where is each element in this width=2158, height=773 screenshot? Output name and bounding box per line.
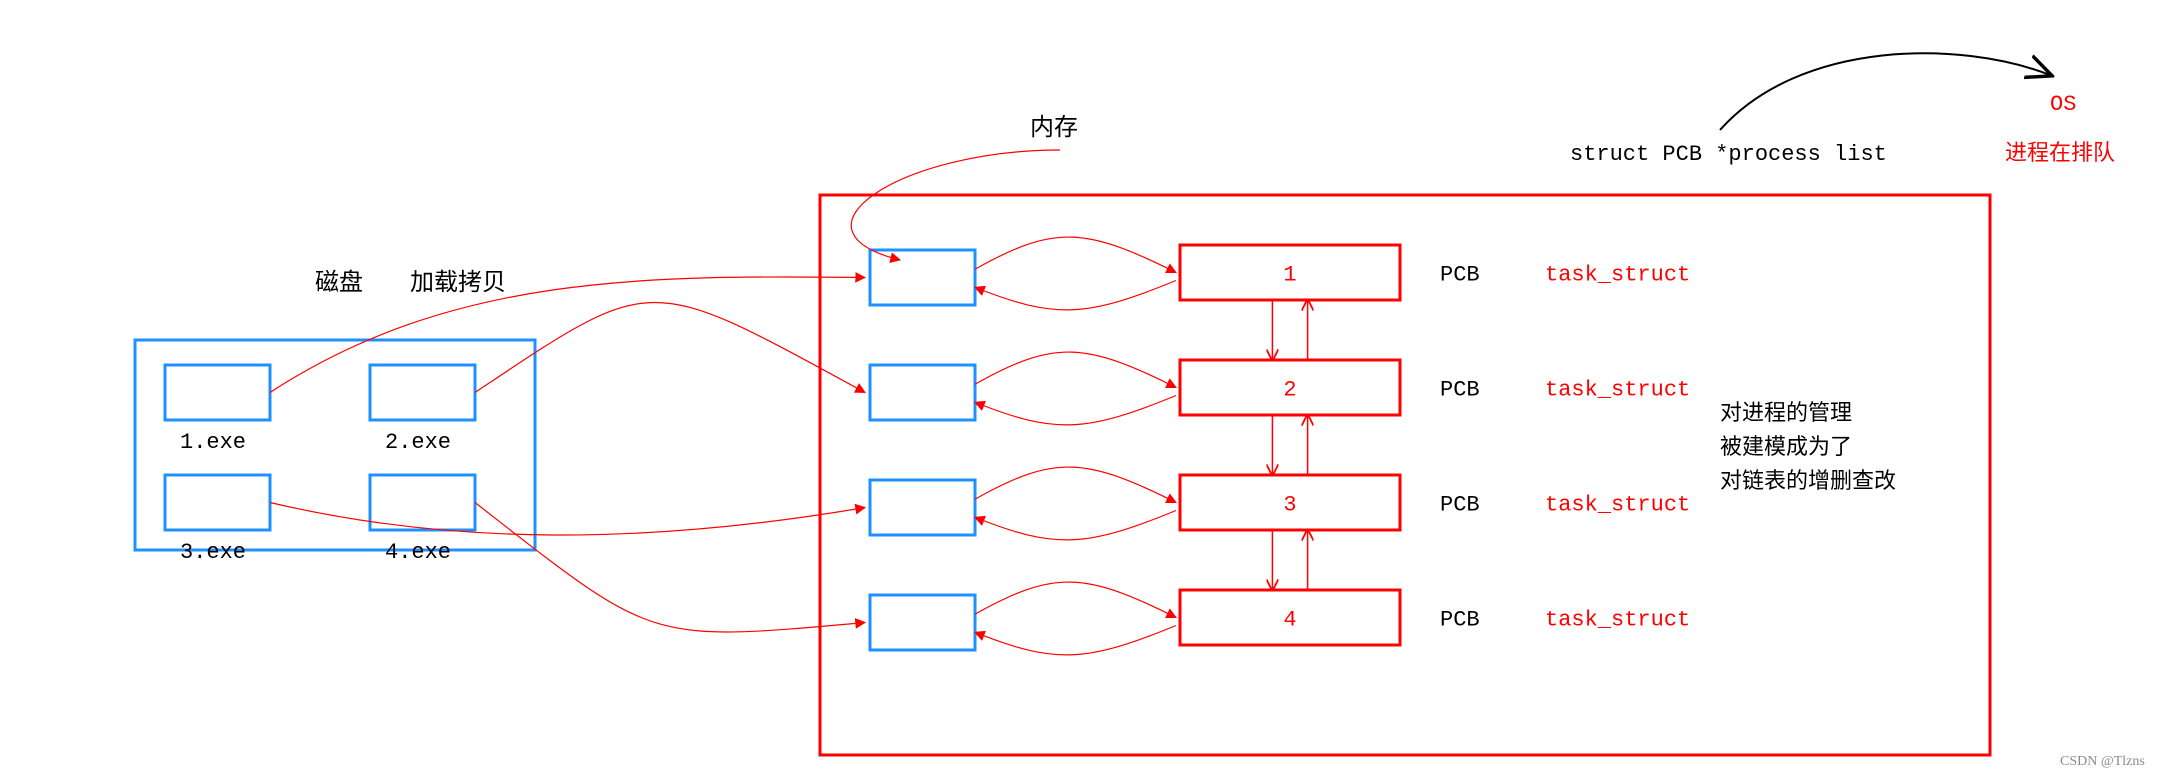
pcb-label-2: PCB xyxy=(1440,378,1480,403)
pcb-to-slot-3 xyxy=(975,511,1176,540)
pcb-to-slot-2 xyxy=(975,396,1176,425)
task-struct-2: task_struct xyxy=(1545,378,1690,403)
task-struct-4: task_struct xyxy=(1545,608,1690,633)
task-struct-1: task_struct xyxy=(1545,263,1690,288)
watermark: CSDN @Tlzns xyxy=(2060,754,2145,769)
task-struct-3: task_struct xyxy=(1545,493,1690,518)
process-list-code: struct PCB *process list xyxy=(1570,142,1887,167)
pcb-to-slot-1 xyxy=(975,281,1176,310)
disk-title: 磁盘 xyxy=(315,269,363,296)
pcb-num-3: 3 xyxy=(1283,493,1296,518)
slot-to-pcb-3 xyxy=(975,467,1176,502)
mem-slot-1 xyxy=(870,250,975,305)
exe-box-3 xyxy=(165,475,270,530)
exe-box-1 xyxy=(165,365,270,420)
memory-title: 内存 xyxy=(1030,114,1078,141)
note-line-2: 对链表的增删查改 xyxy=(1720,468,1896,493)
slot-to-pcb-2 xyxy=(975,352,1176,387)
mem-slot-4 xyxy=(870,595,975,650)
load-label: 加载拷贝 xyxy=(410,269,506,296)
slot-to-pcb-4 xyxy=(975,582,1176,617)
exe-box-4 xyxy=(370,475,475,530)
pcb-label-4: PCB xyxy=(1440,608,1480,633)
exe-label-2: 2.exe xyxy=(385,430,451,455)
exe-label-4: 4.exe xyxy=(385,540,451,565)
exe-box-2 xyxy=(370,365,475,420)
slot-to-pcb-1 xyxy=(975,237,1176,272)
os-label: OS xyxy=(2050,92,2076,117)
exe-label-1: 1.exe xyxy=(180,430,246,455)
waiting-label: 进程在排队 xyxy=(2005,140,2115,165)
pcb-num-4: 4 xyxy=(1283,608,1296,633)
pcb-label-1: PCB xyxy=(1440,263,1480,288)
mem-slot-3 xyxy=(870,480,975,535)
pcb-label-3: PCB xyxy=(1440,493,1480,518)
pcb-to-slot-4 xyxy=(975,626,1176,655)
exe-label-3: 3.exe xyxy=(180,540,246,565)
pcb-num-2: 2 xyxy=(1283,378,1296,403)
mem-slot-2 xyxy=(870,365,975,420)
note-line-0: 对进程的管理 xyxy=(1720,400,1852,425)
diagram-svg: 磁盘 加载拷贝 1.exe 2.exe 3.exe 4.exe 内存 1 PCB task_str… xyxy=(0,0,2158,773)
note-line-1: 被建模成为了 xyxy=(1720,434,1852,459)
arrow-to-os xyxy=(1720,53,2050,130)
pcb-num-1: 1 xyxy=(1283,263,1296,288)
disk-to-mem-3 xyxy=(270,503,865,536)
